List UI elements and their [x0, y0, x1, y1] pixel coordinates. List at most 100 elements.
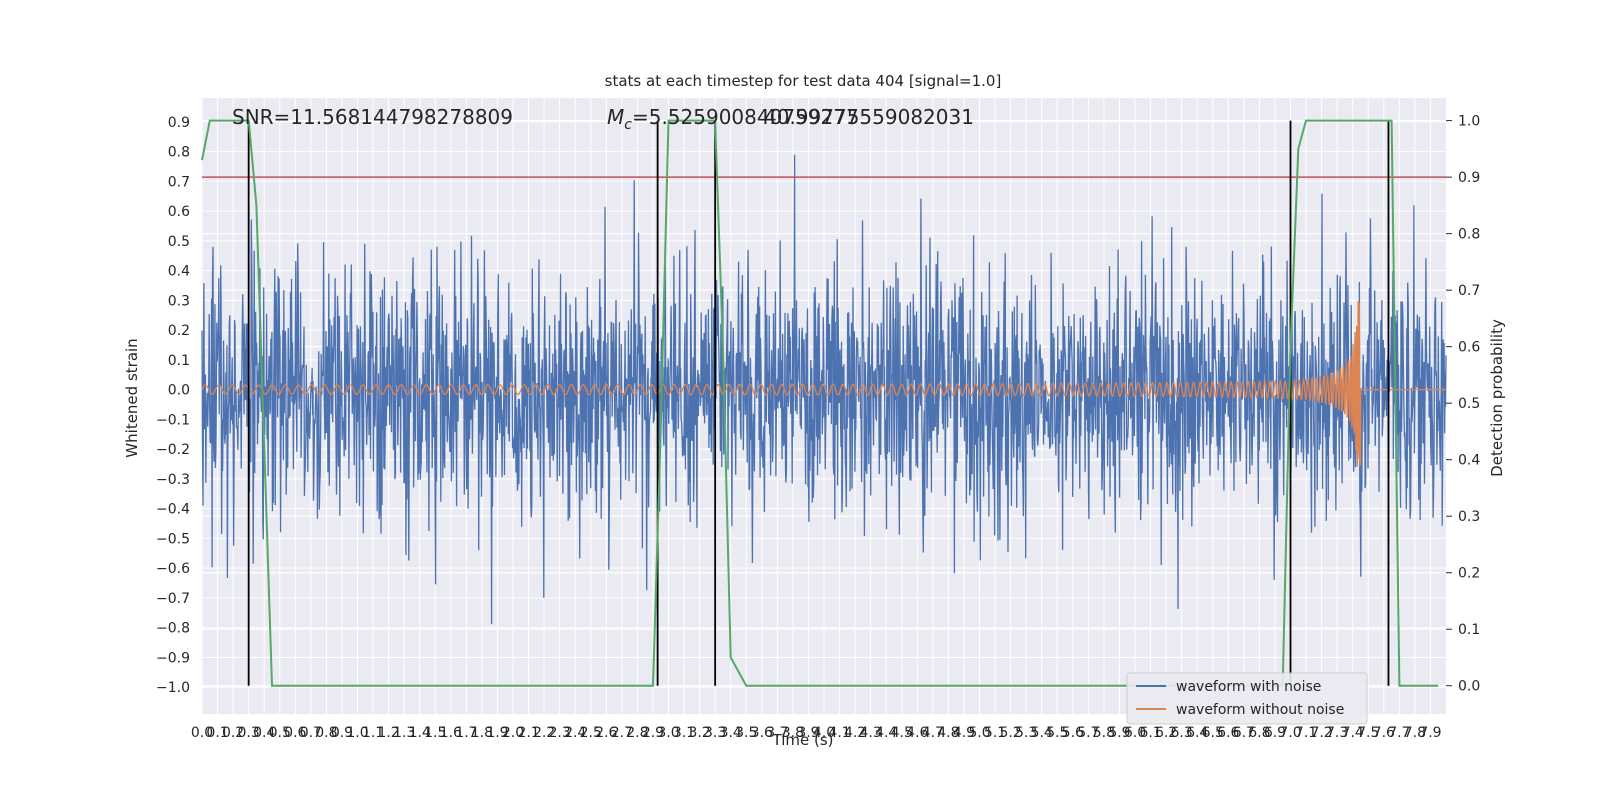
y2-tick-label: 0.1: [1458, 622, 1480, 638]
x-tick-label: 1.5: [424, 725, 446, 741]
x-tick-label: 1.1: [362, 725, 384, 741]
x-tick-label: 7.2: [1310, 725, 1332, 741]
x-tick-label: 7.1: [1295, 725, 1317, 741]
waveform-without-noise-series: [201, 301, 1446, 467]
x-tick-label: 4.2: [844, 725, 866, 741]
x-tick-label: 1.4: [409, 725, 431, 741]
legend-label-noise: waveform with noise: [1176, 679, 1321, 695]
x-tick-label: 1.3: [393, 725, 415, 741]
x-tick-label: 5.3: [1015, 725, 1037, 741]
y-tick-label: −0.4: [156, 502, 190, 518]
x-tick-label: 3.5: [735, 725, 757, 741]
x-tick-label: 1.2: [377, 725, 399, 741]
x-tick-label: 4.6: [906, 725, 928, 741]
x-tick-label: 5.5: [1046, 725, 1068, 741]
x-tick-label: 6.8: [1248, 725, 1270, 741]
x-tick-label: 7.9: [1419, 725, 1441, 741]
x-tick-label: 3.4: [720, 725, 742, 741]
y-tick-label: −0.2: [156, 442, 190, 458]
y2-tick-label: 0.4: [1458, 453, 1480, 469]
x-tick-label: 0.7: [300, 725, 322, 741]
x-tick-label: 6.0: [1124, 725, 1146, 741]
x-tick-label: 0.4: [253, 725, 275, 741]
y-tick-label: 0.3: [168, 293, 190, 309]
x-tick-label: 7.4: [1342, 725, 1364, 741]
x-tick-label: 4.5: [891, 725, 913, 741]
x-tick-label: 1.7: [455, 725, 477, 741]
x-tick-label: 2.6: [595, 725, 617, 741]
x-tick-label: 7.5: [1357, 725, 1379, 741]
x-tick-label: 5.6: [1062, 725, 1084, 741]
x-tick-label: 0.2: [222, 725, 244, 741]
y-tick-label: 0.0: [168, 383, 190, 399]
x-tick-label: 6.2: [1155, 725, 1177, 741]
x-tick-label: 3.3: [704, 725, 726, 741]
x-tick-label: 2.9: [642, 725, 664, 741]
x-tick-label: 2.3: [549, 725, 571, 741]
y2-tick-label: 0.5: [1458, 396, 1480, 412]
y2-axis-label: Detection probability: [1488, 319, 1506, 477]
x-tick-label: 7.7: [1388, 725, 1410, 741]
x-tick-label: 4.9: [953, 725, 975, 741]
clean-line: [201, 301, 1446, 467]
y-tick-label: −0.6: [156, 561, 190, 577]
x-tick-label: 0.5: [269, 725, 291, 741]
y-tick-label: 0.8: [168, 145, 190, 161]
snr-annotation: SNR=11.568144798278809: [232, 105, 513, 129]
x-tick-label: 3.0: [657, 725, 679, 741]
x-tick-label: 5.2: [999, 725, 1021, 741]
y-tick-label: −0.8: [156, 621, 190, 637]
x-tick-label: 6.4: [1186, 725, 1208, 741]
legend-label-clean: waveform without noise: [1176, 702, 1344, 718]
y2-tick-label: 0.7: [1458, 283, 1480, 299]
x-tick-label: 2.1: [517, 725, 539, 741]
x-tick-label: 3.1: [673, 725, 695, 741]
x-tick-label: 5.8: [1093, 725, 1115, 741]
x-tick-label: 6.1: [1139, 725, 1161, 741]
x-tick-label: 4.8: [937, 725, 959, 741]
x-tick-label: 6.5: [1202, 725, 1224, 741]
x-tick-label: 4.0: [813, 725, 835, 741]
x-tick-label: 5.9: [1108, 725, 1130, 741]
chart-title: stats at each timestep for test data 404…: [605, 72, 1002, 90]
y2-tick-label: 0.3: [1458, 509, 1480, 525]
x-tick-label: 6.6: [1217, 725, 1239, 741]
x-tick-label: 2.4: [564, 725, 586, 741]
waveform-with-noise-series: [201, 154, 1447, 625]
y-tick-label: −0.7: [156, 591, 190, 607]
x-tick-label: 0.1: [206, 725, 228, 741]
probability-line: [201, 119, 1439, 687]
x-tick-label: 6.9: [1264, 725, 1286, 741]
legend: waveform with noise waveform without noi…: [1126, 672, 1368, 725]
x-tick-label: 3.2: [688, 725, 710, 741]
x-tick-label: 0.3: [238, 725, 260, 741]
y-tick-label: 0.9: [168, 115, 190, 131]
y-tick-label: −0.1: [156, 412, 190, 428]
y-tick-label: −1.0: [156, 680, 190, 696]
noise-line: [201, 154, 1447, 625]
x-tick-label: 7.8: [1404, 725, 1426, 741]
x-tick-label: 3.6: [751, 725, 773, 741]
x-tick-label: 0.9: [331, 725, 353, 741]
x-tick-label: 5.0: [968, 725, 990, 741]
x-tick-label: 2.5: [580, 725, 602, 741]
x-tick-label: 7.3: [1326, 725, 1348, 741]
x-tick-label: 7.0: [1279, 725, 1301, 741]
x-tick-label: 3.7: [766, 725, 788, 741]
y-tick-label: 0.1: [168, 353, 190, 369]
x-tick-label: 4.7: [922, 725, 944, 741]
x-tick-label: 3.8: [782, 725, 804, 741]
x-tick-label: 1.6: [440, 725, 462, 741]
x-tick-label: 6.7: [1233, 725, 1255, 741]
y2-tick-label: 1.0: [1458, 114, 1480, 130]
x-tick-label: 1.0: [346, 725, 368, 741]
y-tick-label: 0.6: [168, 204, 190, 220]
x-tick-label: 0.8: [315, 725, 337, 741]
x-tick-label: 4.4: [875, 725, 897, 741]
x-tick-label: 5.7: [1077, 725, 1099, 741]
y-axis-label: Whitened strain: [123, 338, 141, 457]
y-tick-label: 0.5: [168, 234, 190, 250]
chirp-mass-annotation: Mc=5.525900840759277: [607, 105, 859, 133]
x-tick-label: 6.3: [1171, 725, 1193, 741]
